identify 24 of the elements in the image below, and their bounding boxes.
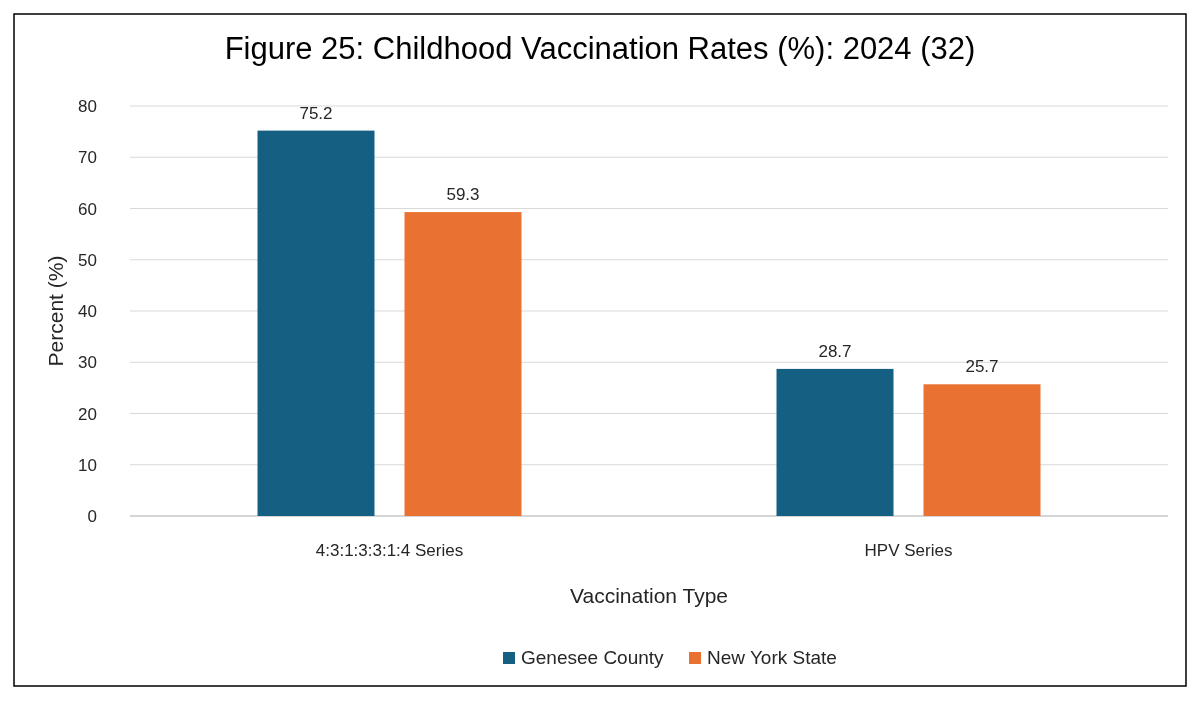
legend-label: Genesee County — [521, 647, 665, 668]
data-label: 59.3 — [446, 185, 480, 205]
data-label: 28.7 — [818, 341, 852, 361]
y-tick-label: 10 — [78, 455, 97, 475]
data-label: 75.2 — [299, 103, 333, 123]
y-tick-label: 80 — [78, 97, 97, 116]
bar — [257, 130, 375, 516]
data-label: 25.7 — [965, 357, 999, 377]
y-tick-label: 60 — [78, 199, 97, 219]
chart-title: Figure 25: Childhood Vaccination Rates (%): 2024 (32) — [224, 31, 976, 66]
y-tick-label: 50 — [78, 250, 97, 270]
y-tick-label: 20 — [78, 404, 97, 424]
bar — [923, 384, 1041, 516]
y-tick-label: 0 — [87, 507, 97, 526]
x-axis-title: Vaccination Type — [570, 584, 728, 607]
y-tick-label: 40 — [78, 302, 97, 321]
bar — [776, 368, 894, 516]
y-tick-label: 30 — [78, 353, 97, 373]
x-tick-label: 4:3:1:3:3:1:4 Series — [315, 541, 464, 560]
x-tick-label: HPV Series — [864, 541, 953, 560]
legend-label: New York State — [707, 647, 837, 668]
y-tick-label: 70 — [78, 148, 97, 168]
bar — [404, 212, 522, 516]
y-axis-title: Percent (%) — [44, 255, 67, 367]
